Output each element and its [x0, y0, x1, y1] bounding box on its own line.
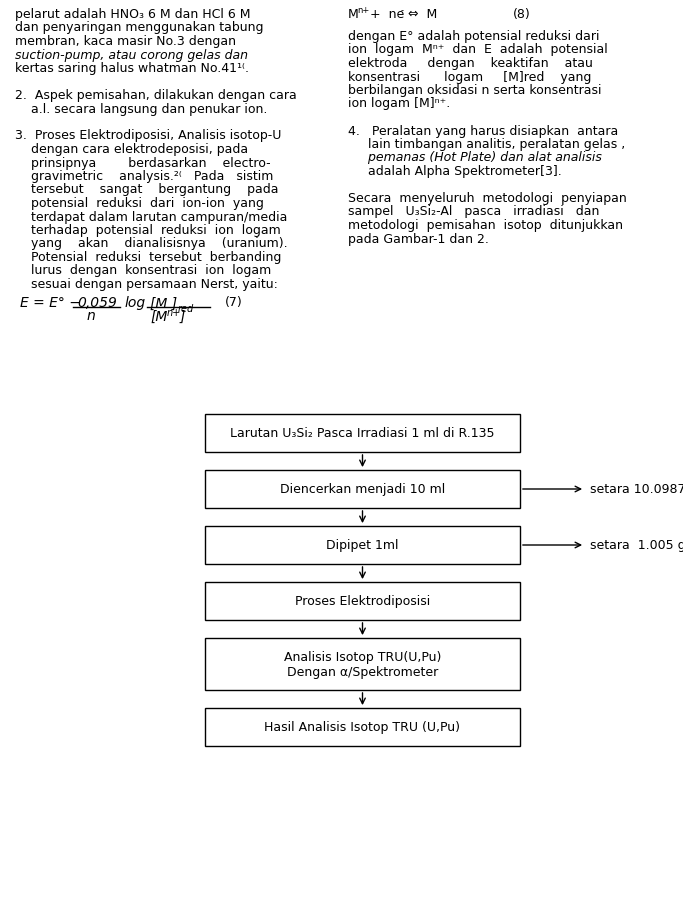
Text: dengan cara elektrodeposisi, pada: dengan cara elektrodeposisi, pada: [15, 143, 248, 156]
Text: gravimetric    analysis.²⁽   Pada   sistim: gravimetric analysis.²⁽ Pada sistim: [15, 170, 273, 182]
Text: Hasil Analisis Isotop TRU (U,Pu): Hasil Analisis Isotop TRU (U,Pu): [264, 721, 460, 733]
Text: Proses Elektrodiposisi: Proses Elektrodiposisi: [295, 595, 430, 608]
Text: ]: ]: [180, 309, 185, 323]
Text: ⇔  M: ⇔ M: [408, 8, 437, 21]
Text: membran, kaca masir No.3 dengan: membran, kaca masir No.3 dengan: [15, 35, 236, 48]
Text: a.l. secara langsung dan penukar ion.: a.l. secara langsung dan penukar ion.: [15, 102, 267, 116]
Text: kertas saring halus whatman No.41¹⁽.: kertas saring halus whatman No.41¹⁽.: [15, 62, 249, 75]
Text: sesuai dengan persamaan Nerst, yaitu:: sesuai dengan persamaan Nerst, yaitu:: [15, 278, 278, 291]
Text: elektroda     dengan    keaktifan    atau: elektroda dengan keaktifan atau: [348, 57, 593, 70]
Text: 2.  Aspek pemisahan, dilakukan dengan cara: 2. Aspek pemisahan, dilakukan dengan car…: [15, 88, 296, 102]
Text: Secara  menyeluruh  metodologi  penyiapan: Secara menyeluruh metodologi penyiapan: [348, 191, 627, 205]
Text: tersebut    sangat    bergantung    pada: tersebut sangat bergantung pada: [15, 183, 279, 196]
Text: pada Gambar-1 dan 2.: pada Gambar-1 dan 2.: [348, 232, 489, 246]
Text: yang    akan    dianalisisnya    (uranium).: yang akan dianalisisnya (uranium).: [15, 237, 288, 250]
Text: terdapat dalam larutan campuran/media: terdapat dalam larutan campuran/media: [15, 210, 288, 223]
Text: (7): (7): [225, 296, 242, 309]
Text: Dipipet 1ml: Dipipet 1ml: [326, 539, 399, 552]
Text: n+: n+: [167, 308, 181, 318]
Text: E = E° −: E = E° −: [20, 296, 81, 310]
Bar: [205, 582, 520, 620]
Text: ion  logam  Mⁿ⁺  dan  E  adalah  potensial: ion logam Mⁿ⁺ dan E adalah potensial: [348, 43, 608, 56]
Text: [M: [M: [150, 309, 167, 323]
Text: Larutan U₃Si₂ Pasca Irradiasi 1 ml di R.135: Larutan U₃Si₂ Pasca Irradiasi 1 ml di R.…: [230, 427, 494, 440]
Text: (8): (8): [513, 8, 531, 21]
Text: Diencerkan menjadi 10 ml: Diencerkan menjadi 10 ml: [280, 483, 445, 496]
Text: potensial  reduksi  dari  ion-ion  yang: potensial reduksi dari ion-ion yang: [15, 197, 264, 209]
Text: red: red: [178, 304, 194, 314]
Text: lain timbangan analitis, peralatan gelas ,: lain timbangan analitis, peralatan gelas…: [348, 138, 625, 151]
Text: -: -: [401, 6, 404, 15]
Bar: [205, 526, 520, 564]
Text: dan penyaringan menggunakan tabung: dan penyaringan menggunakan tabung: [15, 22, 264, 34]
Text: 3.  Proses Elektrodiposisi, Analisis isotop-U: 3. Proses Elektrodiposisi, Analisis isot…: [15, 129, 281, 143]
Text: metodologi  pemisahan  isotop  ditunjukkan: metodologi pemisahan isotop ditunjukkan: [348, 219, 623, 232]
Text: 0,059: 0,059: [77, 296, 117, 310]
Text: suction-pump, atau corong gelas dan: suction-pump, atau corong gelas dan: [15, 49, 248, 61]
Bar: [205, 470, 520, 508]
Text: setara 10.0987 g: setara 10.0987 g: [590, 483, 683, 496]
Bar: [205, 638, 520, 690]
Bar: [205, 414, 520, 452]
Bar: [205, 708, 520, 746]
Text: +  ne: + ne: [370, 8, 404, 21]
Text: dengan E° adalah potensial reduksi dari: dengan E° adalah potensial reduksi dari: [348, 30, 600, 43]
Text: 4.   Peralatan yang harus disiapkan  antara: 4. Peralatan yang harus disiapkan antara: [348, 125, 618, 137]
Text: adalah Alpha Spektrometer[3].: adalah Alpha Spektrometer[3].: [348, 165, 561, 178]
Text: pemanas (Hot Plate) dan alat analisis: pemanas (Hot Plate) dan alat analisis: [348, 152, 602, 164]
Text: setara  1.005 g: setara 1.005 g: [590, 539, 683, 552]
Text: berbilangan oksidasi n serta konsentrasi: berbilangan oksidasi n serta konsentrasi: [348, 84, 602, 97]
Text: ion logam [M]ⁿ⁺.: ion logam [M]ⁿ⁺.: [348, 98, 450, 110]
Text: konsentrasi      logam     [M]red    yang: konsentrasi logam [M]red yang: [348, 70, 591, 83]
Text: Potensial  reduksi  tersebut  berbanding: Potensial reduksi tersebut berbanding: [15, 251, 281, 264]
Text: sampel   U₃Si₂-Al   pasca   irradiasi   dan: sampel U₃Si₂-Al pasca irradiasi dan: [348, 205, 600, 219]
Text: lurus  dengan  konsentrasi  ion  logam: lurus dengan konsentrasi ion logam: [15, 265, 271, 277]
Text: pelarut adalah HNO₃ 6 M dan HCl 6 M: pelarut adalah HNO₃ 6 M dan HCl 6 M: [15, 8, 251, 21]
Text: n+: n+: [357, 6, 370, 15]
Text: Analisis Isotop TRU(U,Pu)
Dengan α/Spektrometer: Analisis Isotop TRU(U,Pu) Dengan α/Spekt…: [284, 650, 441, 678]
Text: n: n: [87, 309, 96, 323]
Text: log: log: [125, 296, 146, 310]
Text: prinsipnya        berdasarkan    electro-: prinsipnya berdasarkan electro-: [15, 156, 270, 170]
Text: terhadap  potensial  reduksi  ion  logam: terhadap potensial reduksi ion logam: [15, 224, 281, 237]
Text: [M ]: [M ]: [150, 296, 177, 310]
Text: M: M: [348, 8, 359, 21]
